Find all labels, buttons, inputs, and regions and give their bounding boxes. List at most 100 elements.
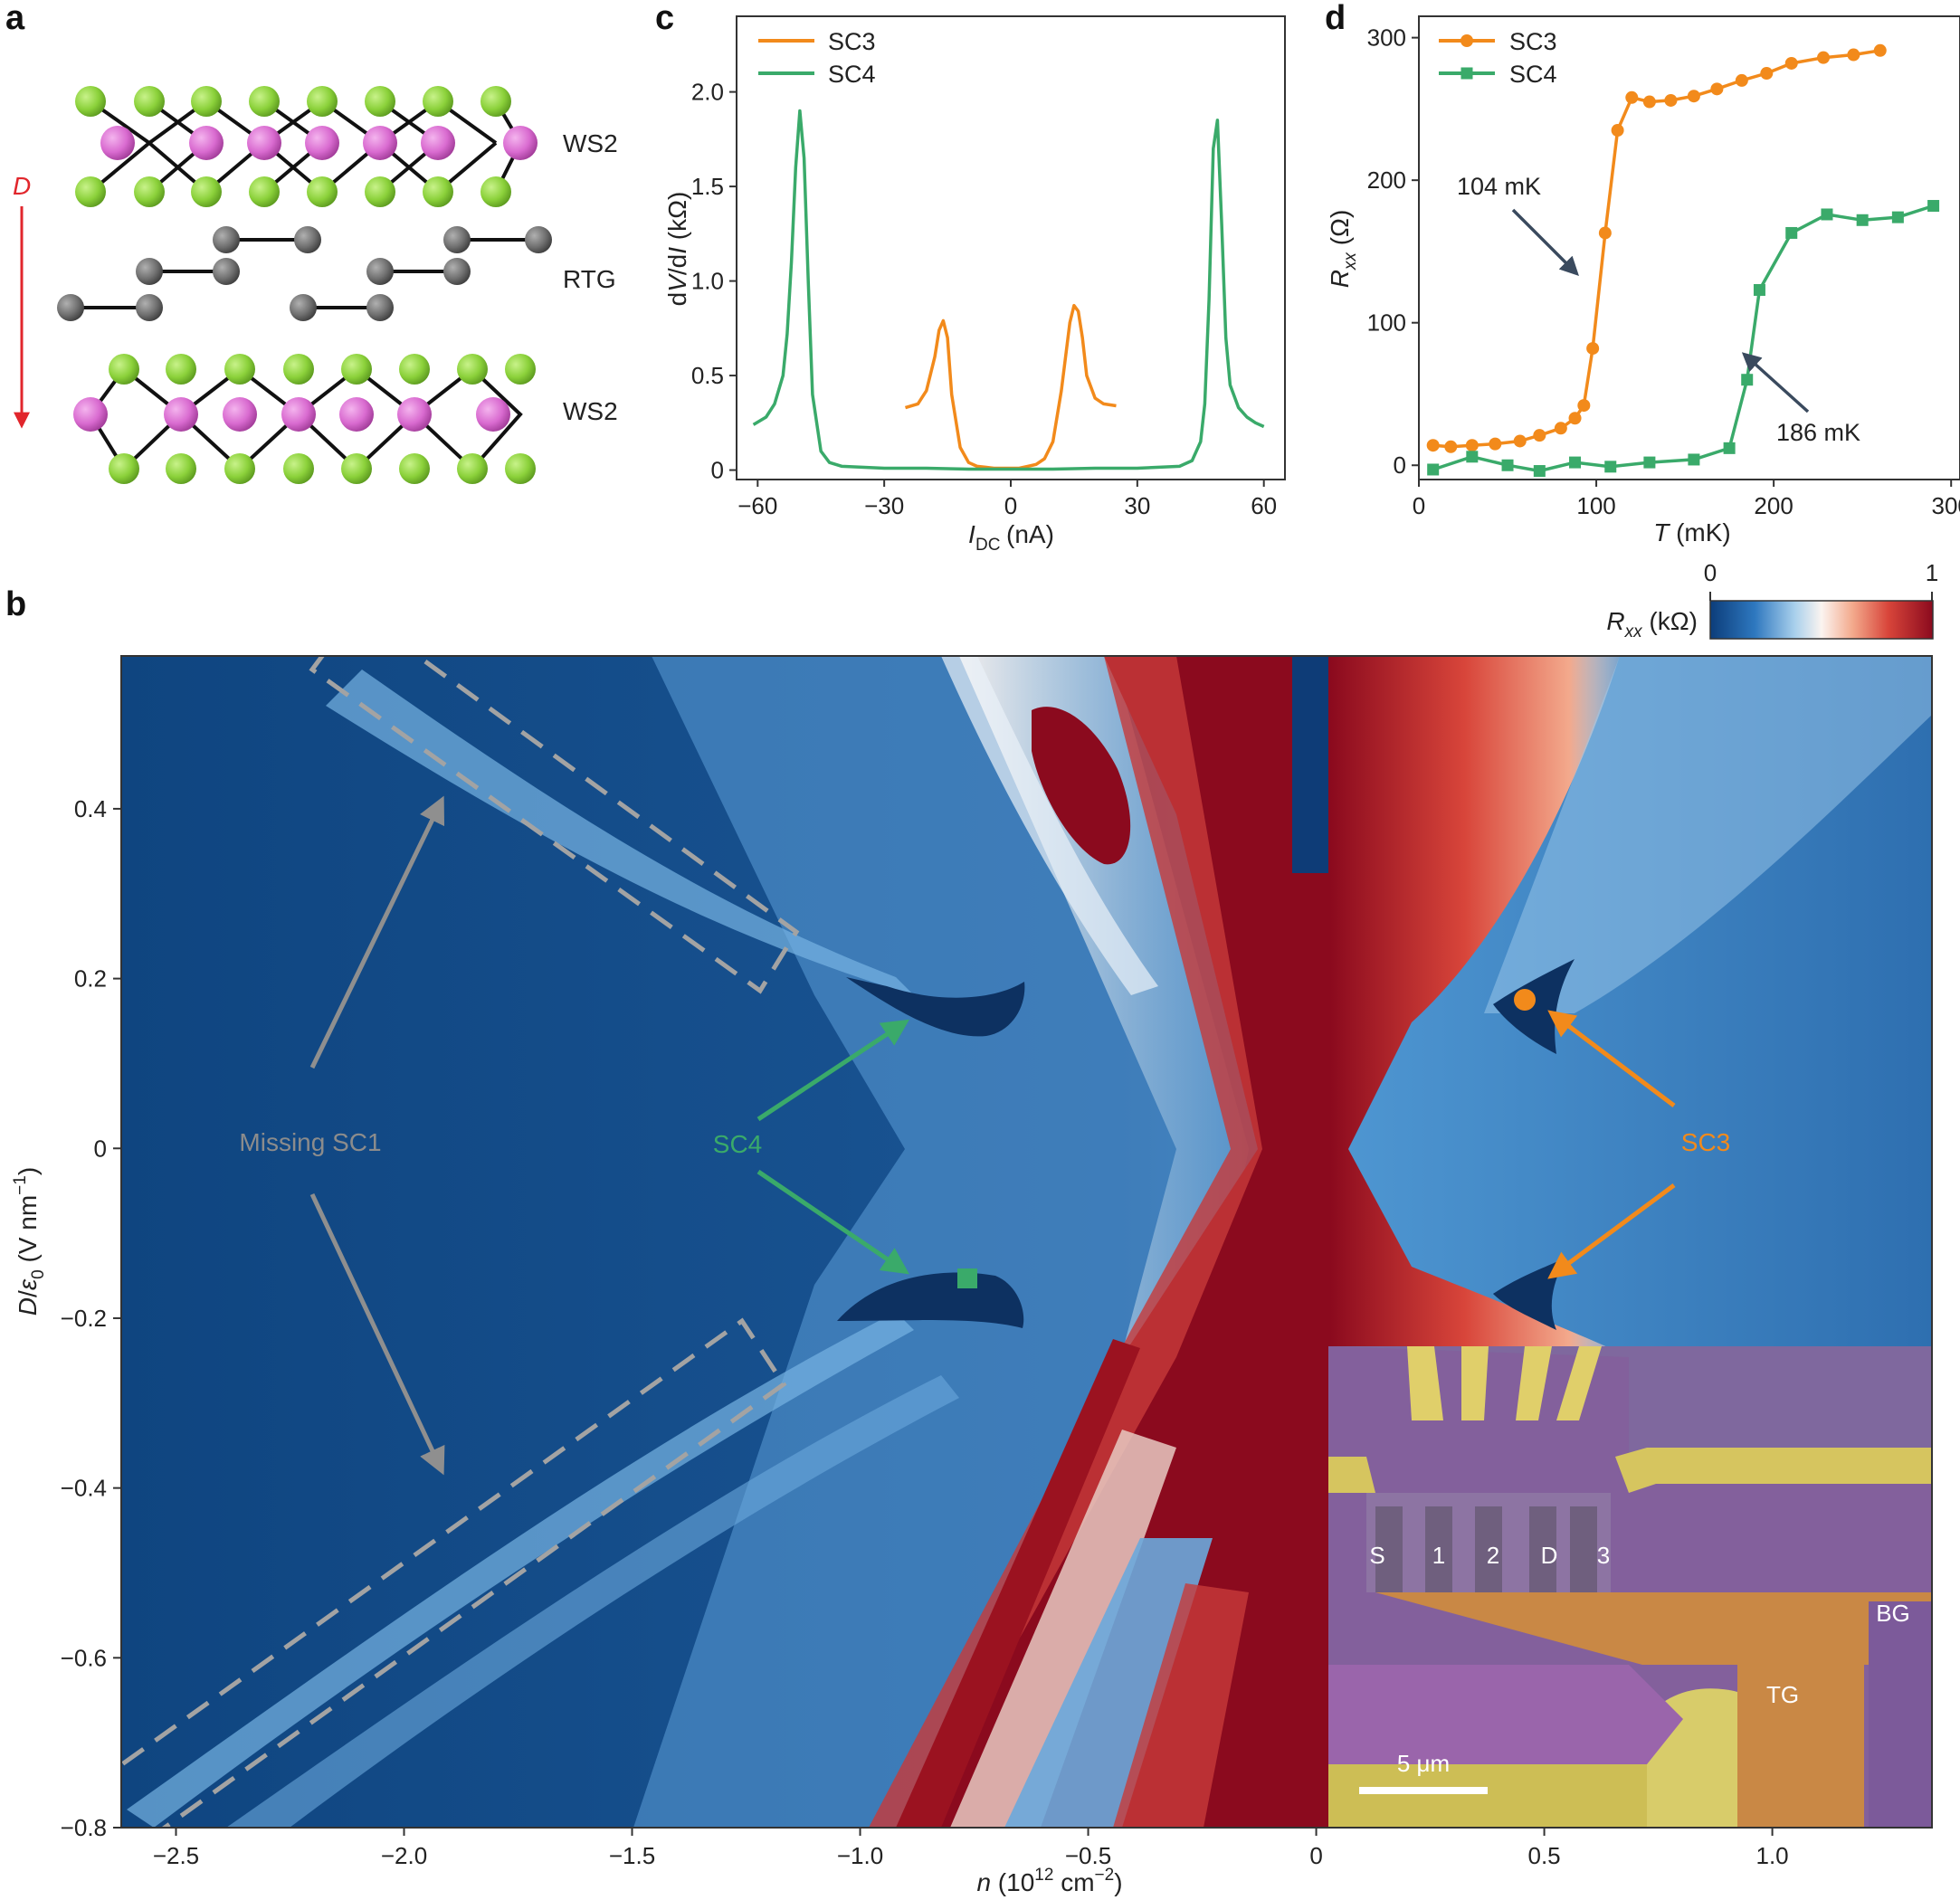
d-xtick-label: 300 (1932, 492, 1960, 519)
panel-d-series (1426, 43, 1940, 478)
metal-atoms (73, 126, 538, 432)
b-xtick-label: 0.5 (1527, 1842, 1560, 1869)
d-point-sc3 (1611, 124, 1624, 138)
d-point-sc4 (1569, 456, 1582, 469)
svg-text:D/ε0 (V nm−1): D/ε0 (V nm−1) (11, 1167, 48, 1316)
panel-c-ticks: −60 −30 0 30 60 0 0.5 1.0 1.5 2.0 (691, 79, 1277, 519)
d-ytick-label: 200 (1367, 166, 1406, 194)
sc4-label: SC4 (713, 1130, 762, 1158)
d-legend-label: SC4 (1509, 61, 1557, 88)
d-point-sc3 (1710, 82, 1724, 96)
panel-a-letter: a (5, 0, 25, 37)
c-series-sc4 (752, 109, 1265, 471)
sc3-label: SC3 (1681, 1128, 1730, 1156)
colorbar-max: 1 (1926, 559, 1938, 586)
d-point-sc3 (1817, 51, 1831, 64)
sc4-marker (957, 1268, 977, 1288)
d-point-sc3 (1735, 73, 1748, 87)
b-ytick-label: −0.8 (61, 1814, 107, 1841)
c-xtick-label: 0 (1004, 492, 1017, 519)
electrode-label-3: 3 (1597, 1542, 1610, 1569)
d-series-sc4 (1432, 204, 1935, 473)
b-xtick-label: −2.0 (381, 1842, 427, 1869)
svg-text:Rxx (Ω): Rxx (Ω) (1326, 210, 1360, 289)
b-xtick-label: −0.5 (1065, 1842, 1111, 1869)
d-point-sc4 (1785, 226, 1798, 239)
tg-label: TG (1766, 1681, 1799, 1708)
svg-text:I: I (968, 520, 975, 548)
heatmap (121, 656, 1932, 1828)
panel-b-letter: b (5, 585, 26, 623)
panel-a: a D WS2 RTG WS2 (5, 0, 618, 484)
d-point-sc3 (1760, 67, 1774, 81)
b-ytick-label: 0 (94, 1135, 107, 1162)
panel-d-ticks: 0 100 200 300 0 100 200 300 (1367, 24, 1960, 519)
rtg-label: RTG (563, 265, 616, 293)
b-xtick-label: −1.0 (837, 1842, 883, 1869)
d-point-sc3 (1513, 434, 1527, 448)
panel-d-frame (1418, 15, 1960, 480)
d-arrow-104mk (1511, 208, 1579, 276)
d-point-sc3 (1444, 440, 1458, 453)
panel-d-ylabel: Rxx (Ω) (1326, 210, 1360, 289)
electrode-label-2: 2 (1487, 1542, 1499, 1569)
d-point-sc4 (1427, 463, 1440, 476)
d-point-sc3 (1642, 95, 1656, 109)
d-point-sc3 (1598, 226, 1612, 240)
b-xtick-label: −2.5 (153, 1842, 199, 1869)
c-ytick-label: 1.5 (691, 173, 724, 200)
b-xtick-label: 1.0 (1756, 1842, 1789, 1869)
scale-bar-label: 5 μm (1397, 1750, 1450, 1777)
panel-d-annotations: 104 mK 186 mK (1457, 173, 1860, 446)
d-xtick-label: 100 (1576, 492, 1615, 519)
c-xtick-label: −30 (864, 492, 904, 519)
c-ytick-label: 1.0 (691, 268, 724, 295)
d-point-sc4 (1891, 211, 1904, 223)
d-point-sc4 (1723, 442, 1736, 454)
panel-d-xlabel: T (mK) (1653, 518, 1731, 546)
d-ytick-label: 100 (1367, 309, 1406, 337)
d-xtick-label: 0 (1413, 492, 1425, 519)
panel-c-xlabel: I DC (nA) (968, 520, 1054, 555)
colorbar-min: 0 (1704, 559, 1717, 586)
d-annotation-104mk: 104 mK (1457, 173, 1541, 200)
d-point-sc3 (1687, 90, 1700, 103)
b-xtick-label: −1.5 (609, 1842, 655, 1869)
d-point-sc4 (1688, 453, 1700, 466)
b-ytick-label: 0.4 (74, 795, 107, 822)
d-legend-marker (1460, 34, 1473, 47)
d-ytick-label: 300 (1367, 24, 1406, 52)
d-legend-label: SC3 (1509, 28, 1557, 55)
d-point-sc4 (1821, 208, 1833, 221)
b-ytick-label: −0.2 (61, 1305, 107, 1332)
d-arrow-186mk (1741, 352, 1810, 413)
d-point-sc3 (1784, 56, 1798, 70)
d-point-sc4 (1643, 456, 1656, 469)
heatmap-xlabel: n (1012 cm−2) (976, 1866, 1122, 1896)
d-point-sc3 (1664, 93, 1678, 107)
chalcogen-atoms (75, 86, 536, 484)
d-point-sc4 (1753, 283, 1765, 296)
sc3-marker (1514, 989, 1536, 1011)
d-point-sc3 (1533, 429, 1546, 442)
svg-text:dV/dI (kΩ): dV/dI (kΩ) (663, 192, 691, 307)
b-ytick-label: 0.2 (74, 965, 107, 993)
d-point-sc3 (1554, 422, 1567, 435)
b-xtick-label: 0 (1309, 1842, 1322, 1869)
c-ytick-label: 0 (711, 457, 724, 484)
panel-c-series (752, 109, 1265, 471)
bg-label: BG (1876, 1600, 1910, 1627)
d-point-sc3 (1426, 439, 1440, 452)
d-point-sc3 (1586, 342, 1600, 356)
d-point-sc3 (1465, 439, 1479, 452)
d-point-sc3 (1873, 43, 1887, 57)
d-annotation-186mk: 186 mK (1776, 419, 1860, 446)
d-xtick-label: 200 (1754, 492, 1793, 519)
heatmap-ylabel: D/ε0 (V nm−1) (11, 1167, 48, 1316)
d-point-sc4 (1466, 451, 1479, 463)
d-point-sc4 (1856, 214, 1869, 226)
panel-c-letter: c (655, 0, 674, 37)
